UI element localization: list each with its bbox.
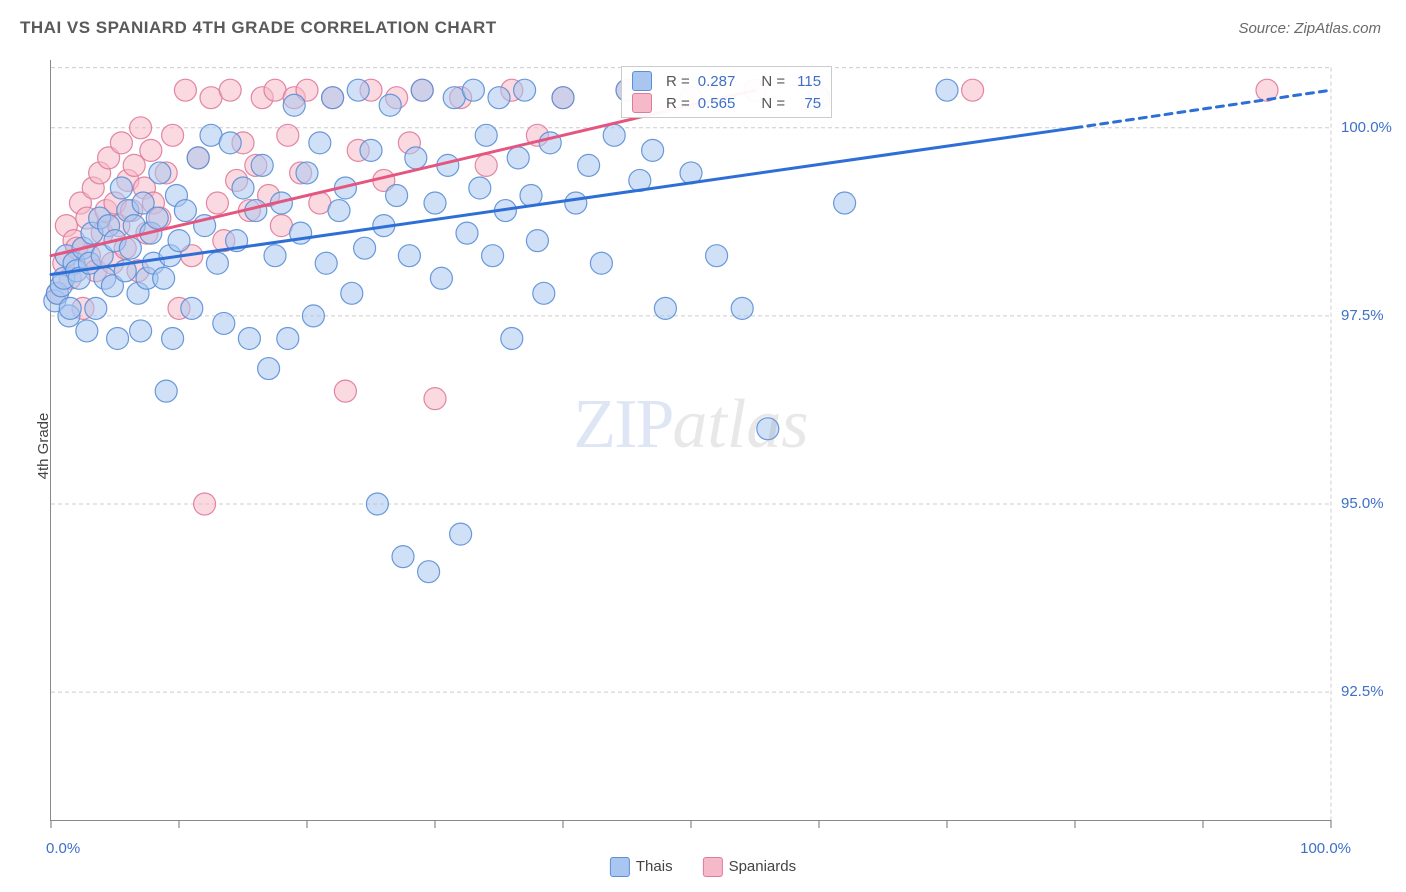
legend-r-value: 0.287 — [698, 73, 736, 90]
legend-n-value: 115 — [793, 73, 821, 90]
legend-item: Thais — [610, 857, 673, 877]
legend-row: R = 0.287 N = 115 — [632, 71, 821, 91]
legend-n-value: 75 — [793, 95, 821, 112]
y-tick-label: 95.0% — [1341, 495, 1384, 512]
y-tick-label: 92.5% — [1341, 683, 1384, 700]
legend-r-label: R = — [666, 73, 690, 90]
y-tick-label: 100.0% — [1341, 119, 1392, 136]
legend-row: R = 0.565 N = 75 — [632, 93, 821, 113]
legend-swatch — [703, 857, 723, 877]
legend-swatch — [632, 71, 652, 91]
x-tick-label-right: 100.0% — [1300, 840, 1351, 857]
plot-area: ZIPatlas R = 0.287N = 115R = 0.565N = 75… — [50, 60, 1331, 821]
plot-svg — [51, 60, 1331, 820]
legend-n-label: N = — [761, 73, 785, 90]
y-tick-label: 97.5% — [1341, 307, 1384, 324]
legend-label: Spaniards — [729, 858, 797, 875]
legend-r-value: 0.565 — [698, 95, 736, 112]
source-label: Source: ZipAtlas.com — [1238, 20, 1381, 37]
legend-n-label: N = — [761, 95, 785, 112]
x-tick-label-left: 0.0% — [46, 840, 80, 857]
legend-swatch — [610, 857, 630, 877]
legend-item: Spaniards — [703, 857, 797, 877]
chart-title: THAI VS SPANIARD 4TH GRADE CORRELATION C… — [20, 18, 497, 38]
series-legend: Thais Spaniards — [610, 857, 796, 877]
legend-r-label: R = — [666, 95, 690, 112]
correlation-legend: R = 0.287 N = 115 R = 0.565 N = 75 — [621, 66, 832, 118]
chart-container: THAI VS SPANIARD 4TH GRADE CORRELATION C… — [0, 0, 1406, 892]
legend-swatch — [632, 93, 652, 113]
legend-label: Thais — [636, 858, 673, 875]
